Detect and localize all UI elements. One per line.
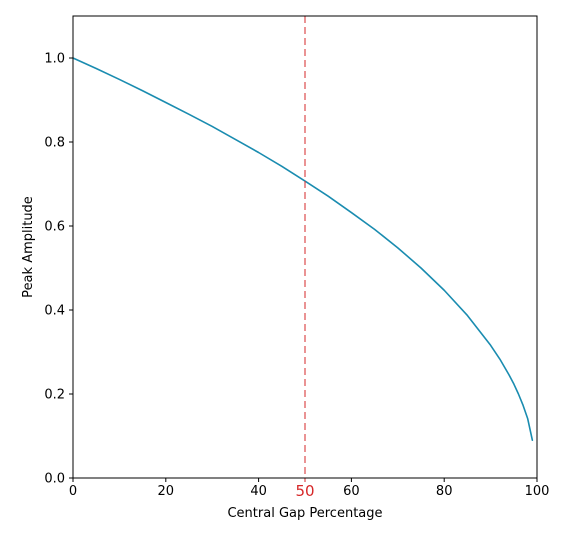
x-tick-label: 100: [525, 484, 550, 499]
y-tick-label: 0.4: [44, 304, 65, 319]
y-tick-label: 0.2: [44, 388, 65, 403]
y-tick-label: 0.6: [44, 220, 65, 235]
y-tick-label: 0.0: [44, 472, 65, 487]
reference-tick-label: 50: [295, 482, 314, 500]
x-tick-label: 20: [158, 484, 175, 499]
annotation-group: 50: [295, 16, 315, 500]
tick-group: 0 20 40 60 80 100 0.0 0.2 0.4 0.6 0.8 1.0: [44, 52, 549, 500]
x-tick-label: 80: [436, 484, 453, 499]
x-tick-label: 0: [69, 484, 77, 499]
series-group: [72, 57, 534, 442]
x-tick-label: 40: [250, 484, 267, 499]
y-tick-label: 1.0: [44, 52, 65, 67]
series-line: [72, 57, 534, 442]
plot-frame: [72, 15, 538, 479]
x-axis-label: Central Gap Percentage: [227, 506, 382, 521]
y-tick-label: 0.8: [44, 136, 65, 151]
y-axis-label: Peak Amplitude: [21, 196, 36, 298]
x-tick-label: 60: [343, 484, 360, 499]
